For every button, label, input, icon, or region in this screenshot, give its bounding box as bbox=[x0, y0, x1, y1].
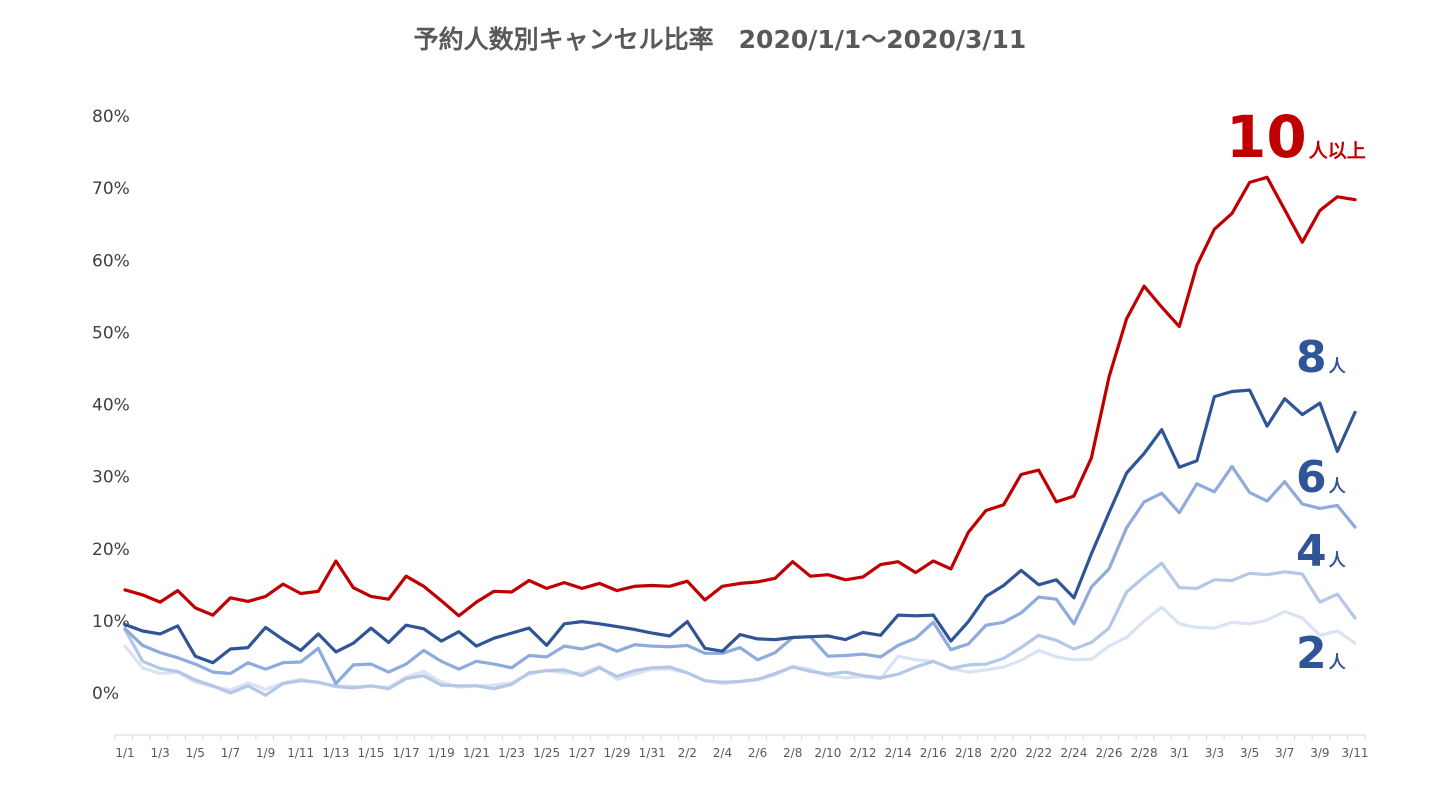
x-tick-label: 2/22 bbox=[1025, 746, 1052, 760]
x-tick-label: 3/1 bbox=[1170, 746, 1189, 760]
x-tick-label: 2/16 bbox=[920, 746, 947, 760]
y-tick-label: 40% bbox=[92, 396, 130, 416]
y-tick-label: 80% bbox=[92, 107, 130, 127]
series-end-label-number: 6 bbox=[1296, 452, 1327, 503]
x-tick-label: 1/19 bbox=[428, 746, 455, 760]
x-tick-label: 1/5 bbox=[186, 746, 205, 760]
series-end-label-unit: 人 bbox=[1329, 477, 1347, 497]
x-tick-label: 1/13 bbox=[322, 746, 349, 760]
x-tick-label: 1/11 bbox=[287, 746, 314, 760]
x-tick-label: 2/18 bbox=[955, 746, 982, 760]
x-tick-label: 2/10 bbox=[814, 746, 841, 760]
x-tick-label: 2/4 bbox=[713, 746, 732, 760]
y-tick-label: 60% bbox=[92, 251, 130, 271]
x-tick-label: 1/17 bbox=[393, 746, 420, 760]
x-tick-label: 3/9 bbox=[1310, 746, 1329, 760]
x-tick-label: 1/31 bbox=[639, 746, 666, 760]
x-tick-label: 2/24 bbox=[1060, 746, 1087, 760]
x-tick-label: 1/15 bbox=[358, 746, 385, 760]
y-tick-label: 10% bbox=[92, 612, 130, 632]
series-end-label-number: 8 bbox=[1296, 332, 1327, 383]
x-tick-label: 2/20 bbox=[990, 746, 1017, 760]
series-end-label-number: 2 bbox=[1296, 628, 1327, 679]
x-tick-label: 1/29 bbox=[604, 746, 631, 760]
y-axis: 0% 10% 20% 30% 40% 50% 60% 70% 80% bbox=[92, 107, 130, 704]
series-end-label-unit: 人 bbox=[1329, 357, 1347, 377]
y-tick-label: 70% bbox=[92, 179, 130, 199]
x-tick-label: 1/21 bbox=[463, 746, 490, 760]
x-tick-label: 1/25 bbox=[533, 746, 560, 760]
y-tick-label: 0% bbox=[92, 684, 119, 704]
x-tick-label: 3/11 bbox=[1342, 746, 1369, 760]
series-line-10人以上 bbox=[123, 175, 1357, 618]
x-tick-label: 3/7 bbox=[1275, 746, 1294, 760]
x-tick-label: 3/5 bbox=[1240, 746, 1259, 760]
x-tick-label: 1/23 bbox=[498, 746, 525, 760]
x-tick-label: 1/9 bbox=[256, 746, 275, 760]
series-end-label-unit: 人 bbox=[1329, 551, 1347, 571]
x-tick-label: 2/14 bbox=[885, 746, 912, 760]
series-end-label-number: 4 bbox=[1296, 526, 1327, 577]
series-end-label-number: 10 bbox=[1226, 103, 1307, 171]
y-tick-label: 50% bbox=[92, 323, 130, 343]
x-tick-label: 1/3 bbox=[150, 746, 169, 760]
x-tick-label: 2/8 bbox=[783, 746, 802, 760]
x-tick-label: 2/12 bbox=[850, 746, 877, 760]
x-axis: 1/1 1/3 1/5 1/7 1/9 1/11 1/13 1/15 1/17 1/19 1/21 1… bbox=[114, 734, 1369, 760]
series-end-label-unit: 人 bbox=[1329, 653, 1347, 673]
x-tick-label: 2/26 bbox=[1096, 746, 1123, 760]
y-tick-label: 30% bbox=[92, 468, 130, 488]
chart-title: 予約人数別キャンセル比率 2020/1/1～2020/3/11 bbox=[413, 25, 1027, 54]
x-tick-label: 1/27 bbox=[568, 746, 595, 760]
x-tick-label: 1/7 bbox=[221, 746, 240, 760]
series-line-6人 bbox=[123, 464, 1357, 686]
series-end-label-unit: 人以上 bbox=[1309, 140, 1366, 162]
series-end-label: 10 人以上 bbox=[1226, 103, 1366, 171]
x-tick-label: 2/28 bbox=[1131, 746, 1158, 760]
y-tick-label: 20% bbox=[92, 540, 130, 560]
x-tick-label: 2/2 bbox=[678, 746, 697, 760]
x-tick-label: 1/1 bbox=[115, 746, 134, 760]
series-line-4人 bbox=[123, 561, 1357, 697]
series-line-8人 bbox=[123, 388, 1357, 665]
series-layer bbox=[123, 175, 1357, 697]
x-tick-label: 2/6 bbox=[748, 746, 767, 760]
x-tick-label: 3/3 bbox=[1205, 746, 1224, 760]
